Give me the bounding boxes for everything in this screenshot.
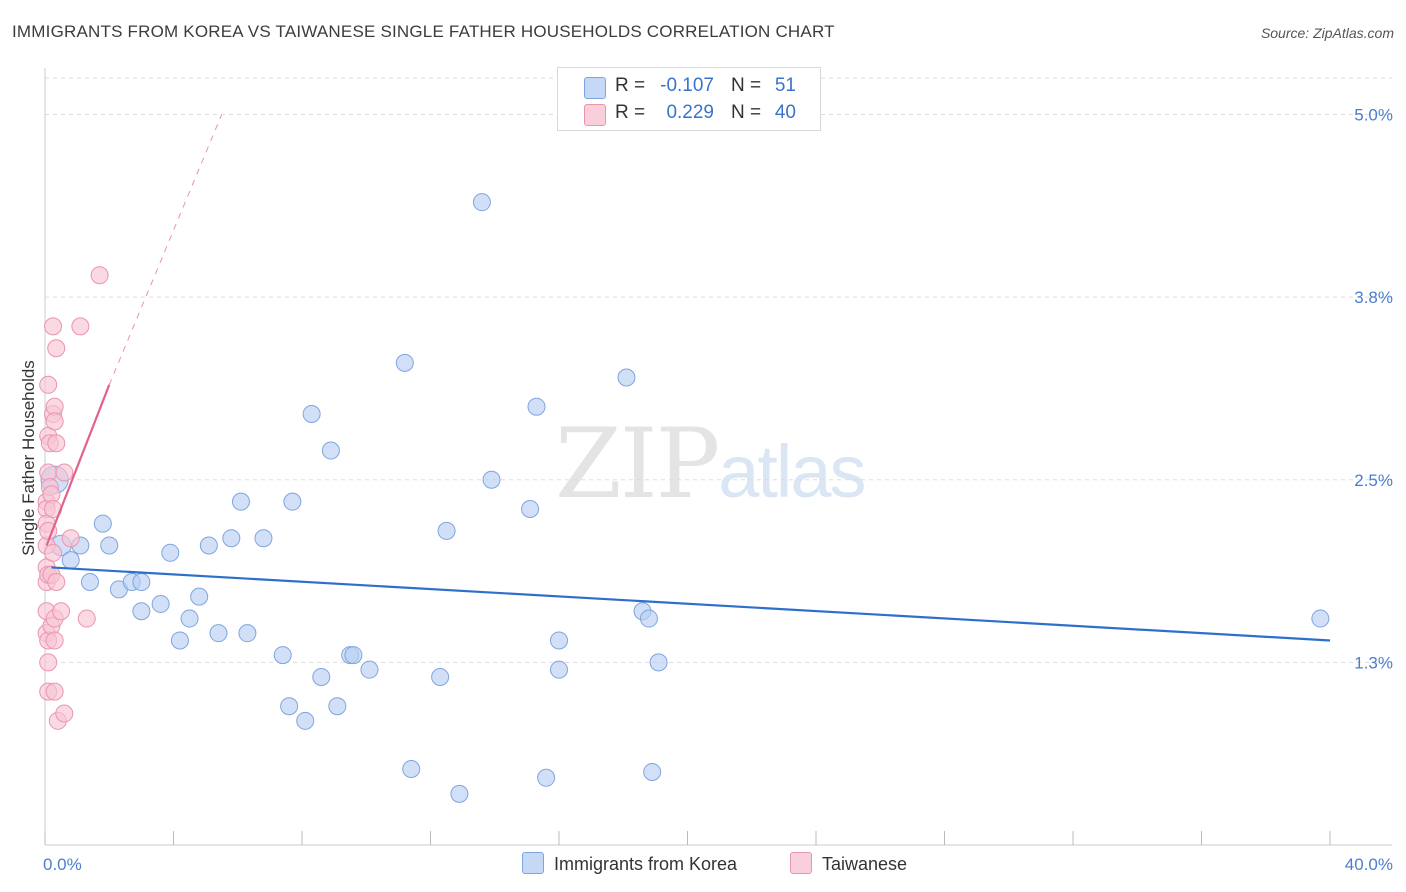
trend-extension-taiwanese (108, 114, 223, 385)
data-point-korea (296, 711, 315, 730)
legend-row-korea: R = -0.107 N = 51 (558, 75, 820, 101)
data-point-taiwanese (90, 266, 109, 285)
data-point-taiwanese (47, 434, 66, 453)
y-tick-label: 3.8% (1354, 288, 1393, 307)
legend-n-label-taiwanese: N = (731, 102, 762, 123)
data-point-korea (527, 397, 546, 416)
data-point-korea (254, 529, 273, 548)
data-point-taiwanese (39, 375, 58, 394)
data-point-korea (321, 441, 340, 460)
data-point-korea (344, 646, 363, 665)
data-point-korea (402, 760, 421, 779)
data-point-korea (80, 573, 99, 592)
legend-swatch-taiwanese (584, 104, 606, 126)
y-axis-label: Single Father Households (19, 360, 38, 556)
data-point-taiwanese (71, 317, 90, 336)
series-swatch-korea (522, 852, 544, 874)
data-point-taiwanese (45, 631, 64, 650)
chart-title: IMMIGRANTS FROM KOREA VS TAIWANESE SINGL… (12, 22, 835, 41)
trend-line-taiwanese (45, 384, 111, 546)
data-point-korea (482, 470, 501, 489)
data-point-korea (151, 594, 170, 613)
legend-n-value-taiwanese: 40 (774, 102, 796, 123)
data-point-korea (61, 551, 80, 570)
series-label-taiwanese: Taiwanese (822, 854, 908, 874)
series-korea-points (40, 193, 1330, 803)
correlation-legend: R = -0.107 N = 51 R = 0.229 N = 40 (557, 67, 821, 131)
y-tick-label: 5.0% (1354, 106, 1393, 125)
series-legend: Immigrants from Korea Taiwanese (0, 852, 1406, 878)
data-point-korea (1311, 609, 1330, 628)
legend-swatch-korea (584, 77, 606, 99)
data-point-taiwanese (45, 682, 64, 701)
data-point-korea (273, 646, 292, 665)
data-point-taiwanese (44, 317, 63, 336)
data-point-korea (312, 667, 331, 686)
data-point-korea (521, 499, 540, 518)
legend-row-taiwanese: R = 0.229 N = 40 (558, 102, 820, 128)
data-point-korea (238, 624, 257, 643)
y-tick-label: 1.3% (1354, 653, 1393, 672)
series-taiwanese-points (37, 266, 109, 730)
legend-r-value-taiwanese: 0.229 (666, 102, 714, 123)
data-point-korea (100, 536, 119, 555)
data-point-korea (617, 368, 636, 387)
data-point-taiwanese (44, 543, 63, 562)
data-point-korea (199, 536, 218, 555)
legend-n-value-korea: 51 (774, 75, 796, 96)
data-point-korea (472, 193, 491, 212)
data-point-taiwanese (55, 704, 74, 723)
data-point-korea (222, 529, 241, 548)
data-point-korea (180, 609, 199, 628)
data-point-korea (132, 573, 151, 592)
data-point-taiwanese (39, 653, 58, 672)
data-point-korea (550, 660, 568, 679)
x-tick-label: 0.0% (43, 855, 82, 874)
data-point-taiwanese (52, 602, 71, 621)
data-point-taiwanese (45, 412, 64, 431)
series-legend-korea: Immigrants from Korea (522, 852, 737, 875)
series-legend-taiwanese: Taiwanese (790, 852, 907, 875)
data-point-korea (395, 353, 414, 372)
data-point-korea (328, 697, 347, 716)
data-point-korea (209, 624, 228, 643)
source-credit: Source: ZipAtlas.com (1260, 25, 1394, 41)
data-point-korea (231, 492, 250, 511)
series-swatch-taiwanese (790, 852, 812, 874)
series-label-korea: Immigrants from Korea (554, 854, 738, 874)
data-point-korea (280, 697, 299, 716)
data-point-korea (437, 521, 456, 540)
data-point-korea (190, 587, 209, 606)
data-point-korea (450, 784, 469, 803)
legend-r-label-taiwanese: R = (615, 102, 646, 123)
data-point-korea (550, 631, 568, 650)
x-tick-label: 40.0% (1345, 855, 1393, 874)
legend-n-label-korea: N = (731, 75, 762, 96)
data-point-korea (360, 660, 379, 679)
data-point-korea (170, 631, 189, 650)
data-point-taiwanese (77, 609, 96, 628)
data-point-korea (649, 653, 668, 672)
y-tick-label: 2.5% (1354, 471, 1393, 490)
data-point-korea (283, 492, 302, 511)
data-point-korea (431, 667, 450, 686)
legend-r-value-korea: -0.107 (660, 75, 714, 96)
data-point-taiwanese (61, 529, 80, 548)
data-point-korea (302, 405, 321, 424)
data-point-korea (537, 768, 556, 787)
data-point-korea (161, 543, 180, 562)
data-point-korea (643, 762, 662, 781)
trend-line-korea (51, 566, 1331, 642)
legend-r-label-korea: R = (615, 75, 646, 96)
data-point-taiwanese (47, 573, 66, 592)
data-point-korea (639, 609, 658, 628)
data-point-korea (93, 514, 112, 533)
data-point-taiwanese (47, 339, 66, 358)
data-point-taiwanese (55, 463, 74, 482)
data-point-korea (132, 602, 151, 621)
